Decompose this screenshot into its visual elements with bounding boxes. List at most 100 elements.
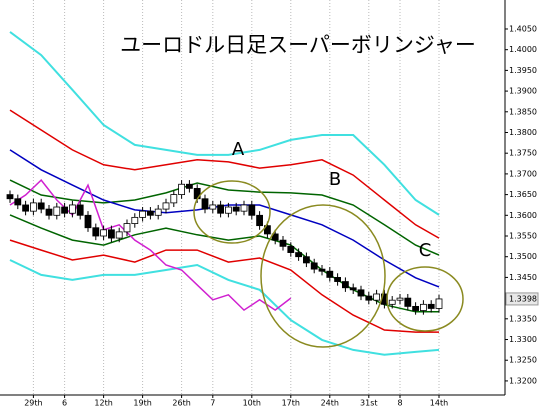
candle-body: [69, 204, 76, 214]
candle-body: [100, 229, 107, 237]
candle-body: [310, 262, 318, 270]
candle-body: [53, 206, 61, 216]
candle-body: [123, 223, 131, 233]
candle-body: [271, 233, 279, 241]
candle-body: [326, 270, 334, 278]
candle-body: [154, 208, 162, 216]
candle-body: [45, 208, 53, 216]
candle-body: [404, 297, 412, 307]
circle: [260, 204, 386, 348]
candle-body: [373, 293, 381, 301]
y-tick-label: 1.3850: [509, 107, 537, 116]
candle-body: [334, 277, 342, 282]
candle-body: [419, 303, 427, 311]
circles: [193, 180, 464, 348]
y-tick-label: 1.3200: [509, 376, 537, 385]
candle-body: [178, 183, 186, 196]
x-tick-label: 8: [397, 399, 402, 408]
circle: [193, 180, 271, 244]
annotation: B: [329, 169, 341, 190]
candle-body: [76, 204, 84, 216]
candle-body: [185, 183, 193, 189]
candle-body: [248, 204, 256, 216]
price-tag-label: 1.3398: [509, 294, 537, 303]
annotations: A B C: [232, 139, 431, 261]
candle-body: [287, 245, 295, 253]
candle-body: [435, 298, 443, 309]
candle-body: [170, 194, 178, 204]
band-line: [9, 179, 440, 256]
candle-body: [357, 289, 365, 297]
candle-body: [115, 231, 123, 239]
candles: [6, 180, 443, 315]
candle-body: [37, 202, 45, 210]
candle-body: [240, 204, 248, 212]
candle-body: [349, 287, 357, 291]
candle-body: [92, 227, 100, 237]
x-tick-label: 12th: [94, 399, 112, 408]
band-line: [9, 259, 440, 356]
y-tick-label: 1.3550: [509, 232, 537, 241]
candle-body: [279, 239, 287, 247]
candle-body: [341, 281, 349, 289]
candle-body: [146, 210, 154, 216]
candle-body: [318, 268, 326, 272]
y-tick-label: 1.3600: [509, 211, 537, 220]
price-tag: [505, 292, 539, 306]
y-tick-label: 1.3900: [509, 87, 537, 96]
y-tick-label: 1.3800: [509, 128, 537, 137]
band-line: [9, 109, 440, 239]
x-tick-label: 31st: [360, 399, 377, 408]
candle-body: [61, 206, 68, 214]
y-tick-label: 1.4050: [509, 24, 537, 33]
candle-body: [22, 204, 30, 212]
x-tick-label: 6: [62, 399, 67, 408]
candle-body: [365, 295, 373, 301]
candle-body: [263, 225, 271, 235]
candle-body: [217, 204, 225, 214]
y-tick-label: 1.3350: [509, 314, 537, 323]
candle-body: [232, 206, 240, 212]
y-tick-label: 1.4000: [509, 45, 537, 54]
candle-body: [388, 299, 396, 305]
candle-body: [162, 202, 170, 210]
y-tick-label: 1.3750: [509, 149, 537, 158]
y-tick-label: 1.3300: [509, 335, 537, 344]
candle-body: [108, 229, 115, 239]
candle-body: [6, 194, 14, 200]
candle-body: [224, 206, 232, 214]
band-line: [9, 239, 439, 333]
candle-body: [256, 214, 264, 227]
y-tick-label: 1.3450: [509, 273, 537, 282]
y-tick-label: 1.3700: [509, 169, 537, 178]
axes: 1.4050 1.4000 1.3950 1.3900 1.3850 1.3800 1.37…: [24, 24, 539, 408]
circle: [386, 266, 464, 332]
y-tick-label: 1.3250: [509, 356, 537, 365]
candle-body: [295, 252, 303, 258]
candle-body: [412, 305, 420, 311]
candle-body: [14, 198, 22, 206]
x-tick-label: 14th: [430, 399, 448, 408]
chart-title: ユーロドル日足スーパーボリンジャー: [120, 33, 476, 57]
candle-body: [29, 202, 37, 212]
x-tick-label: 10th: [243, 399, 261, 408]
x-tick-label: 7: [210, 399, 215, 408]
y-tick-label: 1.3500: [509, 252, 537, 261]
x-tick-label: 26th: [172, 399, 190, 408]
candle-body: [209, 204, 217, 210]
candle-body: [427, 303, 435, 309]
x-tick-label: 29th: [24, 399, 42, 408]
annotation: C: [419, 240, 432, 261]
band-line: [9, 178, 292, 312]
x-tick-label: 17th: [282, 399, 300, 408]
x-tick-label: 19th: [133, 399, 151, 408]
band-line: [9, 31, 440, 216]
y-tick-label: 1.3650: [509, 190, 537, 199]
x-tick-label: 24th: [321, 399, 339, 408]
candle-body: [201, 198, 209, 210]
candle-body: [302, 256, 310, 264]
candle-body: [131, 216, 139, 224]
candle-body: [396, 297, 404, 301]
